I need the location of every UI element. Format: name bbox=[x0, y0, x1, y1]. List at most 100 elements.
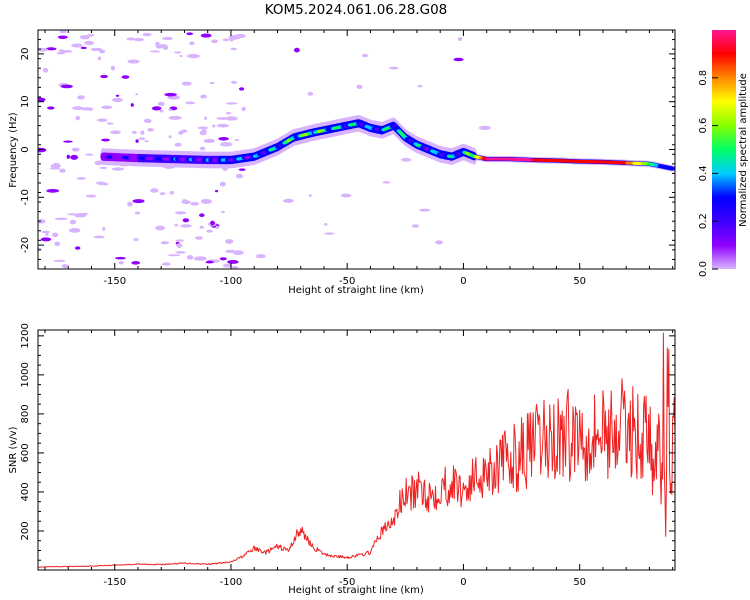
heatmap-noise-cell bbox=[111, 97, 124, 103]
snr-frame bbox=[37, 329, 676, 571]
heatmap-noise-cell bbox=[127, 59, 140, 64]
heatmap-noise-cell bbox=[133, 37, 145, 42]
heatmap-noise-cell bbox=[121, 75, 130, 79]
heatmap-noise-cell bbox=[356, 84, 363, 89]
heatmap-noise-cell bbox=[162, 36, 174, 41]
heatmap-noise-cell bbox=[106, 122, 114, 125]
snr-y-tick-label: 200 bbox=[20, 521, 31, 540]
heatmap-noise-cell bbox=[40, 237, 52, 242]
heatmap-noise-cell bbox=[340, 193, 352, 198]
heatmap-noise-cell bbox=[417, 84, 423, 88]
heatmap-noise-cell bbox=[190, 201, 200, 206]
snr-x-tick-label: -50 bbox=[339, 577, 355, 588]
heatmap-noise-cell bbox=[115, 94, 120, 97]
snr-y-ticks: 200 400 600 800 1000 1200 bbox=[20, 323, 675, 561]
heatmap-noise-cell bbox=[53, 259, 66, 262]
heatmap-noise-cell bbox=[324, 222, 328, 226]
heatmap-noise-cell bbox=[218, 136, 229, 141]
heatmap-noise-cell bbox=[42, 67, 49, 73]
heatmap-x-tick-label: 0 bbox=[460, 276, 466, 287]
heatmap-noise-cell bbox=[231, 266, 239, 269]
heatmap-y-tick-label: 10 bbox=[20, 95, 31, 108]
heatmap-noise-cell bbox=[164, 262, 169, 266]
colorbar-tick-label: 0.6 bbox=[698, 118, 709, 134]
heatmap-y-tick-label: 20 bbox=[20, 48, 31, 61]
heatmap-x-axis-label: Height of straight line (km) bbox=[288, 285, 424, 296]
heatmap-noise-cell bbox=[210, 39, 218, 44]
heatmap-noise-cell bbox=[204, 116, 208, 121]
heatmap-noise-cell bbox=[87, 33, 95, 37]
heatmap-noise-cell bbox=[164, 92, 177, 97]
heatmap-noise-cell bbox=[225, 116, 238, 121]
heatmap-noise-cell bbox=[67, 213, 79, 216]
heatmap-noise-cell bbox=[59, 168, 66, 173]
heatmap-noise-cell bbox=[185, 101, 196, 105]
heatmap-noise-cell bbox=[308, 194, 312, 197]
heatmap-noise-cell bbox=[75, 115, 80, 121]
heatmap-y-tick-label: -20 bbox=[20, 237, 31, 253]
heatmap-noise-cell bbox=[127, 201, 133, 207]
heatmap-noise-cell bbox=[174, 223, 179, 227]
heatmap-noise-cell bbox=[186, 54, 200, 59]
snr-y-tick-label: 1000 bbox=[20, 362, 31, 387]
heatmap-noise-cell bbox=[101, 105, 113, 110]
heatmap-noise-cell bbox=[197, 126, 209, 130]
heatmap-noise-cell bbox=[80, 46, 87, 50]
heatmap-y-axis-label: Frequency (Hz) bbox=[8, 112, 19, 188]
heatmap-noise-cell bbox=[52, 232, 59, 238]
heatmap-y-ticks: -20 -10 0 10 20 bbox=[20, 29, 675, 270]
heatmap-noise-cell bbox=[71, 43, 83, 48]
heatmap-noise-cell bbox=[209, 81, 215, 85]
heatmap-noise-cell bbox=[45, 47, 57, 51]
snr-y-tick-label: 800 bbox=[20, 404, 31, 423]
heatmap-noise-cell bbox=[205, 260, 214, 264]
heatmap-noise-cell bbox=[238, 87, 245, 91]
heatmap-noise-cell bbox=[54, 217, 68, 221]
heatmap-noise-cell bbox=[189, 41, 195, 46]
heatmap-noise-cell bbox=[38, 147, 47, 153]
heatmap-noise-cell bbox=[235, 173, 244, 179]
heatmap-noise-cell bbox=[60, 84, 73, 89]
heatmap-noise-cell bbox=[115, 256, 126, 260]
heatmap-noise-cell bbox=[140, 137, 146, 141]
heatmap-noise-cell bbox=[159, 192, 166, 196]
heatmap-noise-cell bbox=[38, 97, 46, 102]
heatmap-noise-cell bbox=[216, 117, 230, 120]
heatmap-noise-cell bbox=[168, 115, 182, 120]
heatmap-noise-cell bbox=[238, 168, 246, 171]
heatmap-noise-cell bbox=[195, 236, 203, 240]
heatmap-noise-cell bbox=[85, 194, 97, 198]
snr-x-tick-label: 0 bbox=[460, 577, 466, 588]
heatmap-noise-cell bbox=[68, 228, 81, 233]
heatmap-noise-cell bbox=[162, 45, 169, 50]
heatmap-noise-cell bbox=[96, 181, 106, 185]
heatmap-noise-cell bbox=[47, 106, 55, 110]
heatmap-noise-cell bbox=[157, 101, 165, 106]
heatmap-noise-cell bbox=[135, 93, 139, 96]
heatmap-noise-cell bbox=[235, 33, 246, 39]
heatmap-noise-cell bbox=[132, 199, 145, 204]
heatmap-noise-cell bbox=[134, 211, 141, 215]
heatmap-noise-cell bbox=[118, 261, 124, 265]
heatmap-noise-cell bbox=[389, 66, 399, 70]
heatmap-noise-cell bbox=[140, 130, 145, 135]
heatmap-noise-cell bbox=[147, 128, 154, 132]
heatmap-noise-cell bbox=[130, 103, 134, 107]
heatmap-noise-cell bbox=[457, 37, 463, 41]
heatmap-noise-cell bbox=[181, 200, 191, 205]
heatmap-noise-cell bbox=[174, 142, 182, 147]
snr-y-tick-label: 400 bbox=[20, 482, 31, 501]
heatmap-noise-cell bbox=[225, 102, 238, 105]
heatmap-noise-cell bbox=[155, 41, 160, 46]
snr-x-ticks: -150 -100 -50 0 50 bbox=[44, 330, 674, 588]
heatmap-noise-cell bbox=[71, 147, 80, 152]
heatmap-x-tick-label: -100 bbox=[220, 276, 243, 287]
heatmap-noise-cell bbox=[131, 130, 137, 135]
heatmap-noise-cell bbox=[200, 33, 212, 38]
heatmap-noise-cell bbox=[59, 30, 67, 34]
snr-panel: -150 -100 -50 0 50 200 400 600 800 1000 1200 Heig… bbox=[8, 323, 676, 596]
heatmap-noise-cell bbox=[70, 154, 79, 160]
heatmap-noise-cell bbox=[110, 65, 116, 71]
heatmap-noise-cell bbox=[179, 54, 183, 57]
